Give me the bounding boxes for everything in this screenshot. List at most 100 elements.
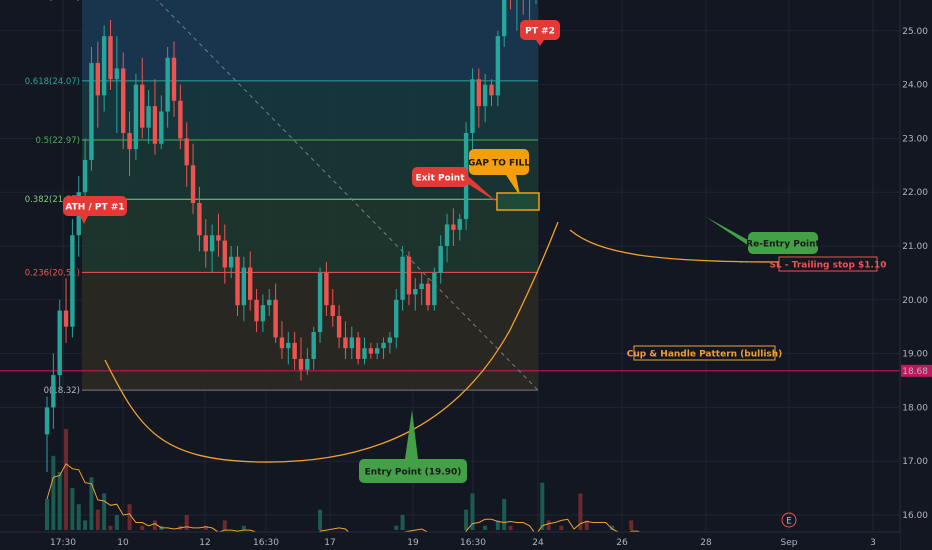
- candle-body: [57, 310, 62, 376]
- earnings-marker[interactable]: [781, 512, 797, 528]
- candle-body: [114, 68, 120, 80]
- y-tick-label: 21.00: [902, 242, 928, 252]
- candle-body: [101, 36, 107, 96]
- candle-body: [470, 79, 475, 134]
- candle-body: [127, 133, 132, 150]
- horizontal-levels: [0, 0, 900, 391]
- y-tick-label: 16.00: [902, 511, 928, 521]
- x-tick-label: 17: [324, 538, 335, 548]
- volume-bar: [610, 525, 615, 530]
- candle-body: [495, 36, 501, 96]
- pt2-callout-pointer: [536, 40, 544, 46]
- volume-bar: [89, 477, 94, 530]
- fib-zones: [82, 0, 538, 391]
- volume-bar: [559, 525, 564, 530]
- entry-callout-pointer: [405, 410, 418, 459]
- price-axis-bg: [900, 0, 932, 550]
- volume-bar: [70, 488, 75, 530]
- y-tick-label: 19.00: [902, 350, 928, 360]
- x-tick-label: Sep: [781, 538, 798, 548]
- ath-callout-pointer: [80, 216, 88, 224]
- candle-body: [317, 272, 323, 333]
- volume-bar: [102, 493, 107, 530]
- volume-bar: [83, 520, 88, 530]
- gap-callout-label: GAP TO FILL: [468, 159, 530, 169]
- y-tick-label: 17.00: [902, 457, 928, 467]
- volume-bar: [502, 498, 507, 530]
- y-tick-label: 20.00: [902, 296, 928, 306]
- candle-body: [152, 106, 158, 144]
- candle-body: [419, 283, 424, 290]
- volume-bar: [222, 520, 227, 530]
- candle-body: [108, 36, 113, 80]
- candle-body: [482, 84, 488, 107]
- candle-body: [444, 224, 450, 246]
- candle-body: [146, 106, 151, 128]
- candle-body: [476, 79, 481, 107]
- volume-bar: [64, 428, 69, 530]
- volume-bars: [45, 428, 634, 530]
- candle-body: [502, 0, 507, 37]
- x-tick-label: 17:30: [50, 538, 76, 548]
- volume-bar: [508, 525, 513, 530]
- fib-label: 0.5(22.97): [36, 136, 80, 146]
- candle-body: [267, 299, 272, 306]
- x-tick-label: 24: [532, 538, 544, 548]
- ath-callout-label: ATH / PT #1: [65, 203, 124, 213]
- volume-bar: [495, 520, 500, 530]
- candle-body: [286, 342, 291, 349]
- volume-bar: [394, 525, 399, 530]
- pt2-callout-label: PT #2: [525, 27, 555, 37]
- candle-body: [273, 299, 278, 338]
- fib-label: 0.786(25.63): [25, 0, 80, 3]
- candle-body: [305, 358, 310, 370]
- candle-body: [228, 256, 234, 268]
- time-axis[interactable]: 17:30 10 12 16:30 17 19 16:30 24 26 28 Sep 3: [0, 531, 900, 550]
- candle-body: [349, 337, 354, 349]
- candle-body: [489, 84, 494, 96]
- candle-body: [165, 57, 170, 112]
- candle-body: [406, 256, 412, 295]
- fib-levels: 1.618(33.37)1(27.42)0.786(25.63)0.618(24…: [25, 0, 538, 396]
- volume-bar: [51, 455, 56, 530]
- ath-callout: ATH / PT #1: [63, 196, 127, 224]
- stop-label: SL - Trailing stop $1.10: [769, 261, 886, 271]
- handle-curve: [569, 229, 781, 263]
- candle-body: [197, 202, 202, 236]
- fib-label: 0.236(20.51): [25, 268, 80, 278]
- volume-bar: [578, 493, 583, 530]
- candle-body: [248, 267, 253, 300]
- x-tick-label: 19: [407, 538, 419, 548]
- candle-body: [82, 159, 88, 193]
- volume-bar: [57, 471, 62, 530]
- candle-body: [63, 310, 69, 327]
- candle-body: [432, 272, 437, 306]
- candle-body: [394, 299, 399, 338]
- candle-body: [375, 348, 380, 354]
- x-tick-label: 16:30: [460, 538, 486, 548]
- price-axis[interactable]: 16.00 17.00 18.00 19.00 20.00 21.00 22.00 23.00…: [899, 0, 932, 550]
- x-tick-label: 16:30: [253, 538, 279, 548]
- candle-body: [279, 337, 285, 349]
- volume-bar: [540, 482, 545, 530]
- fib-zone: [82, 80, 538, 141]
- candle-body: [95, 63, 100, 96]
- fib-label: 0.382(21.87): [25, 195, 80, 205]
- volume-bar: [629, 520, 634, 530]
- volume-bar: [127, 504, 132, 530]
- candle-body: [51, 375, 56, 408]
- volume-bar: [140, 525, 145, 530]
- candle-body: [235, 256, 240, 306]
- candle-body: [343, 337, 348, 349]
- reentry-callout: Re-Entry Point: [706, 217, 821, 254]
- price-level-tag-label: 18.68: [902, 367, 928, 377]
- exit-callout-label: Exit Point: [415, 174, 465, 184]
- volume-bar: [108, 525, 113, 530]
- candle-body: [184, 138, 189, 166]
- price-level-tag: [901, 364, 932, 377]
- candle-body: [451, 224, 456, 230]
- candle-body: [292, 342, 297, 359]
- candle-body: [171, 57, 177, 101]
